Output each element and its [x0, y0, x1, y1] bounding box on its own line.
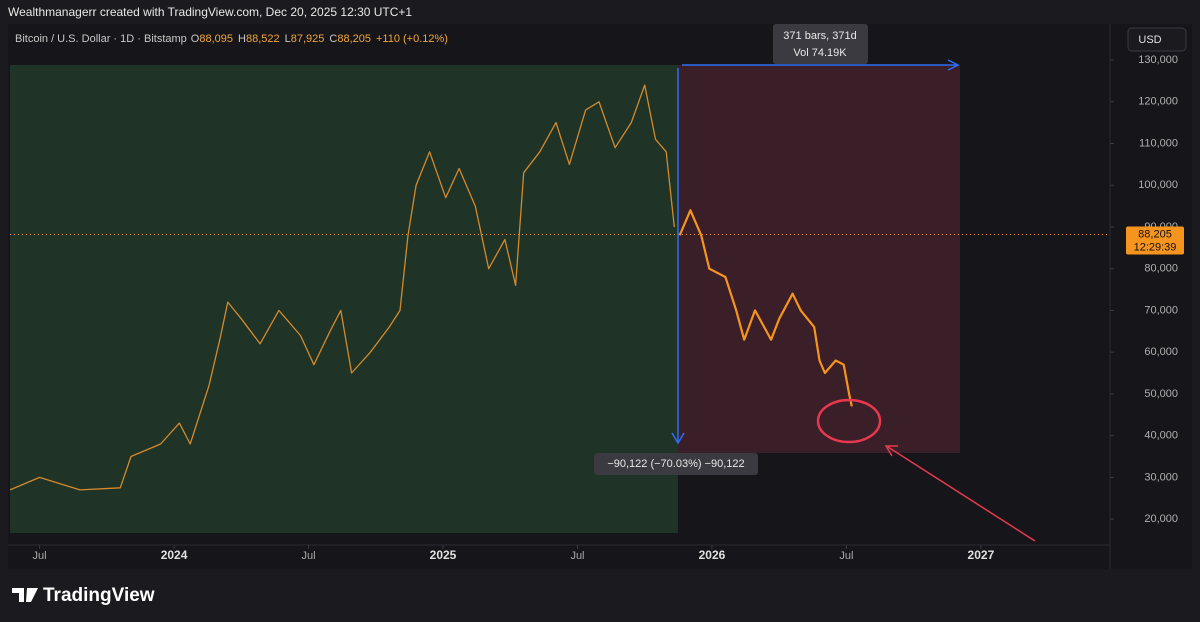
measure-change: −90,122 (−70.03%) −90,122 — [607, 458, 744, 470]
highlight-circle — [816, 398, 882, 444]
footer-logo: TradingView — [43, 585, 155, 606]
legend: Bitcoin / U.S. Dollar · 1D · Bitstamp O88… — [15, 33, 448, 45]
x-tick-label: Jul — [302, 550, 316, 562]
countdown: 12:29:39 — [1134, 241, 1177, 253]
logo-mark — [12, 588, 38, 602]
x-tick-label: Jul — [839, 550, 853, 562]
plot — [9, 84, 1110, 491]
ohlc-value: 87,925 — [291, 33, 325, 45]
y-tick-label: 120,000 — [1138, 96, 1178, 108]
x-tick-label: 2025 — [430, 548, 457, 562]
y-tick-label: 50,000 — [1144, 388, 1178, 400]
measure-box — [594, 453, 758, 475]
x-tick-label: 2024 — [161, 548, 188, 562]
currency-button[interactable] — [1127, 27, 1187, 52]
price-label-box — [1126, 226, 1184, 255]
header: Wealthmanagerr created with TradingView.… — [8, 5, 412, 19]
ohlc-label: O — [191, 33, 200, 45]
y-tick-label: 70,000 — [1144, 304, 1178, 316]
price-line — [678, 209, 853, 407]
measure-volume: Vol 74.19K — [793, 47, 847, 59]
arrow-head — [884, 445, 898, 457]
y-tick-label: 40,000 — [1144, 430, 1178, 442]
x-tick-label: Jul — [33, 550, 47, 562]
y-tick-label: 60,000 — [1144, 346, 1178, 358]
ohlc-value: 88,205 — [337, 33, 371, 45]
y-tick-label: 20,000 — [1144, 513, 1178, 525]
ohlc-label: L — [285, 33, 291, 45]
currency[interactable]: USD — [1138, 34, 1161, 46]
measure-bars: 371 bars, 371d — [783, 30, 856, 42]
y-tick-label: 130,000 — [1138, 54, 1178, 66]
ohlc-label: H — [238, 33, 246, 45]
measure-box — [773, 24, 868, 64]
x-tick-label: 2027 — [968, 548, 995, 562]
change: +110 (+0.12%) — [376, 33, 448, 45]
arrow-head — [947, 59, 960, 71]
price-line — [9, 84, 675, 491]
y-tick-label: 110,000 — [1139, 137, 1178, 149]
pointer-arrow — [887, 446, 1036, 542]
y-tick-label: 80,000 — [1144, 263, 1178, 275]
y-tick-label: 30,000 — [1144, 471, 1178, 483]
ohlc-label: C — [329, 33, 337, 45]
price-label: 88,205 — [1138, 228, 1172, 240]
ohlc-value: 88,522 — [246, 33, 280, 45]
range-region — [10, 65, 678, 533]
range-region — [678, 65, 960, 453]
symbol: Bitcoin / U.S. Dollar · 1D · Bitstamp — [15, 33, 187, 45]
x-tick-label: Jul — [570, 550, 584, 562]
x-tick-label: 2026 — [699, 548, 726, 562]
arrow-head — [671, 432, 685, 445]
ohlc-value: 88,095 — [199, 33, 233, 45]
y-tick-label: 100,000 — [1138, 179, 1178, 191]
